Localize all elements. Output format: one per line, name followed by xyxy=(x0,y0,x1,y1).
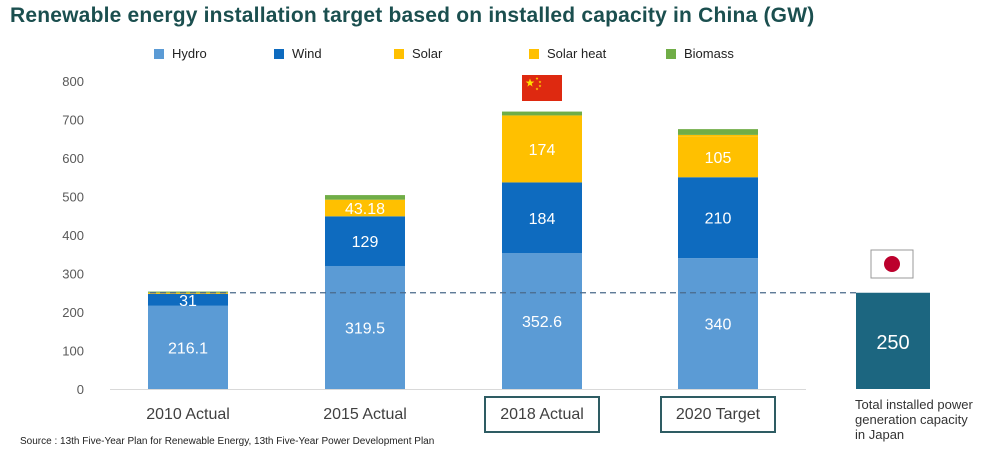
bar-segment-solar xyxy=(678,136,758,178)
bar-segment-wind xyxy=(678,177,758,259)
y-tick-label: 100 xyxy=(62,344,84,359)
y-tick-label: 300 xyxy=(62,267,84,282)
data-label: 340 xyxy=(705,317,732,334)
japan-capacity-label: 250 xyxy=(876,332,909,354)
data-label: 43.18 xyxy=(345,201,385,218)
legend-label-solar: Solar xyxy=(412,46,443,61)
legend-label-wind: Wind xyxy=(292,46,322,61)
legend: Hydro Wind Solar Solar heat Biomass xyxy=(0,46,984,66)
china-flag-small-star xyxy=(538,84,542,88)
data-label: 174 xyxy=(529,142,556,159)
bar-segment-solar xyxy=(325,199,405,217)
y-tick-label: 500 xyxy=(62,190,84,205)
legend-swatch-solar xyxy=(394,48,404,59)
data-label: 184 xyxy=(529,211,556,228)
bar-segment-solar xyxy=(502,115,582,183)
china-flag-icon xyxy=(522,75,562,101)
legend-swatch-solar-heat xyxy=(529,48,539,59)
legend-item-solar: Solar xyxy=(394,46,442,61)
bar-segment-hydro xyxy=(502,253,582,389)
data-label: 210 xyxy=(705,211,732,228)
bar-segment-hydro xyxy=(325,265,405,389)
y-tick-label: 800 xyxy=(62,74,84,89)
japan-capacity-note: Total installed power generation capacit… xyxy=(855,397,973,442)
y-tick-label: 200 xyxy=(62,305,84,320)
legend-swatch-biomass xyxy=(666,48,676,59)
data-label: 216.1 xyxy=(168,340,208,357)
china-flag-small-star xyxy=(535,87,539,91)
data-label: 105 xyxy=(705,150,732,167)
category-label: 2010 Actual xyxy=(146,406,230,423)
category-label: 2020 Target xyxy=(676,406,761,423)
legend-item-biomass: Biomass xyxy=(666,46,734,61)
bar-segment-wind xyxy=(148,293,228,306)
legend-item-hydro: Hydro xyxy=(154,46,207,61)
bar-segment-biomass xyxy=(148,291,228,293)
chart-title: Renewable energy installation target bas… xyxy=(10,4,815,27)
y-tick-label: 400 xyxy=(62,228,84,243)
bar-segment-solar-heat xyxy=(678,134,758,137)
legend-label-solar-heat: Solar heat xyxy=(547,46,607,61)
japan-flag-sun xyxy=(884,256,900,272)
bar-segment-wind xyxy=(325,216,405,266)
legend-item-wind: Wind xyxy=(274,46,322,61)
legend-item-solar-heat: Solar heat xyxy=(529,46,606,61)
legend-label-biomass: Biomass xyxy=(684,46,734,61)
category-highlight-box xyxy=(660,396,776,433)
data-label: 352.6 xyxy=(522,314,562,331)
legend-label-hydro: Hydro xyxy=(172,46,207,61)
legend-swatch-wind xyxy=(274,48,284,59)
category-label: 2015 Actual xyxy=(323,406,407,423)
data-label: 31 xyxy=(179,293,197,310)
category-highlight-box xyxy=(484,396,600,433)
y-tick-label: 0 xyxy=(77,382,84,397)
bar-segment-solar xyxy=(148,292,228,294)
bar-segment-biomass xyxy=(325,195,405,200)
y-tick-label: 600 xyxy=(62,151,84,166)
bar-segment-hydro xyxy=(678,258,758,389)
y-tick-label: 700 xyxy=(62,113,84,128)
china-flag-small-star xyxy=(535,77,539,80)
bar-segment-wind xyxy=(502,182,582,254)
source-note: Source : 13th Five-Year Plan for Renewab… xyxy=(20,436,435,447)
data-label: 129 xyxy=(352,234,379,251)
category-label: 2018 Actual xyxy=(500,406,584,423)
china-flag-big-star xyxy=(525,78,535,87)
legend-swatch-hydro xyxy=(154,48,164,59)
bar-segment-biomass xyxy=(678,129,758,135)
japan-capacity-bar xyxy=(856,292,930,389)
china-flag-small-star xyxy=(538,80,542,84)
bar-segment-hydro xyxy=(148,305,228,389)
bar-segment-biomass xyxy=(502,111,582,116)
data-label: 319.5 xyxy=(345,320,385,337)
